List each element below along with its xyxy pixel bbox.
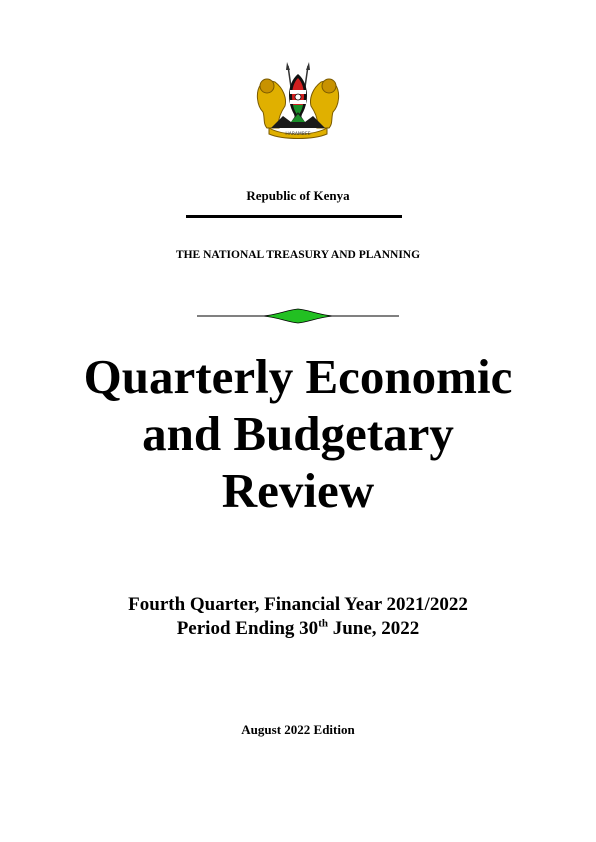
subtitle-line-1: Fourth Quarter, Financial Year 2021/2022 bbox=[128, 594, 468, 615]
diamond-divider-icon bbox=[197, 308, 399, 324]
title-line-1: Quarterly Economic bbox=[83, 349, 513, 404]
document-subtitle: Fourth Quarter, Financial Year 2021/2022… bbox=[0, 593, 596, 641]
ministry-name: THE NATIONAL TREASURY AND PLANNING bbox=[175, 249, 421, 261]
edition-label: August 2022 Edition bbox=[241, 722, 355, 737]
header-divider bbox=[186, 215, 402, 218]
document-title: Quarterly Economic and Budgetary Review bbox=[0, 348, 596, 519]
title-line-2: and Budgetary bbox=[142, 406, 454, 461]
title-line-3: Review bbox=[221, 463, 375, 518]
republic-label: Republic of Kenya bbox=[246, 188, 350, 203]
svg-text:HARAMBEE: HARAMBEE bbox=[285, 131, 310, 137]
coat-of-arms-icon: HARAMBEE bbox=[256, 62, 340, 139]
period-ending-prefix: Period Ending 30 bbox=[176, 618, 319, 639]
subtitle-line-2: Period Ending 30th June, 2022 bbox=[0, 617, 596, 641]
period-ending-date: June, 2022 bbox=[327, 618, 420, 639]
ordinal-suffix: th bbox=[318, 617, 328, 630]
